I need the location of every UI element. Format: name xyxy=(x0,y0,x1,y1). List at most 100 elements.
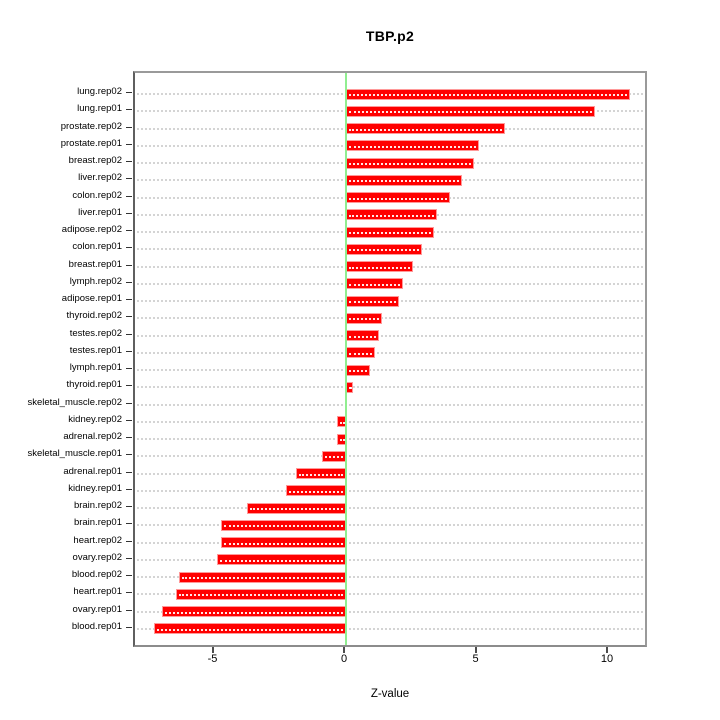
bar-adipose.rep01 xyxy=(346,295,399,307)
y-tick xyxy=(126,540,132,542)
y-tick xyxy=(126,92,132,93)
bar-skeletal_muscle.rep01 xyxy=(322,450,346,462)
bar-testes.rep01 xyxy=(346,347,375,359)
row-gridline xyxy=(137,472,643,475)
y-tick xyxy=(126,281,132,283)
row-gridline xyxy=(137,507,643,510)
row-gridline xyxy=(137,524,643,527)
row-gridline xyxy=(137,593,643,596)
row-gridline xyxy=(137,351,643,354)
y-tick xyxy=(126,264,132,266)
y-label-skeletal_muscle.rep01: skeletal_muscle.rep01 xyxy=(27,448,122,460)
y-tick xyxy=(126,109,132,111)
x-tick xyxy=(606,647,608,653)
bar-lymph.rep01 xyxy=(346,364,370,376)
bar-dotted-pattern xyxy=(339,439,343,442)
y-tick xyxy=(126,333,132,335)
bar-dotted-pattern xyxy=(288,490,343,493)
y-label-testes.rep02: testes.rep02 xyxy=(69,327,122,339)
bar-dotted-pattern xyxy=(349,352,372,355)
x-tick xyxy=(211,647,214,653)
bar-adipose.rep02 xyxy=(346,226,435,238)
y-tick xyxy=(126,195,132,197)
y-tick xyxy=(126,506,132,508)
y-label-adrenal.rep01: adrenal.rep01 xyxy=(63,465,122,477)
y-tick xyxy=(126,316,132,318)
bar-dotted-pattern xyxy=(349,94,628,96)
y-label-adrenal.rep02: adrenal.rep02 xyxy=(63,431,122,443)
y-label-lung.rep02: lung.rep02 xyxy=(77,86,122,97)
bar-dotted-pattern xyxy=(224,525,343,528)
bar-dotted-pattern xyxy=(250,508,343,511)
x-tick xyxy=(343,647,345,653)
bar-dotted-pattern xyxy=(349,318,379,321)
y-tick xyxy=(126,230,132,232)
y-label-colon.rep02: colon.rep02 xyxy=(72,189,122,201)
bar-prostate.rep02 xyxy=(346,123,506,135)
y-tick xyxy=(126,161,132,163)
row-gridline xyxy=(137,576,643,579)
bar-dotted-pattern xyxy=(299,473,343,476)
row-gridline xyxy=(137,489,643,492)
bar-colon.rep01 xyxy=(346,243,423,255)
bar-colon.rep02 xyxy=(346,192,450,204)
y-label-brain.rep01: brain.rep01 xyxy=(73,517,122,529)
y-label-breast.rep01: breast.rep01 xyxy=(68,258,122,270)
bar-dotted-pattern xyxy=(220,559,343,562)
y-tick xyxy=(126,437,132,439)
y-tick xyxy=(126,419,132,421)
y-label-liver.rep01: liver.rep01 xyxy=(78,206,122,218)
y-label-ovary.rep02: ovary.rep02 xyxy=(72,551,122,563)
bar-dotted-pattern xyxy=(339,421,343,424)
y-tick xyxy=(126,368,132,370)
bar-dotted-pattern xyxy=(349,180,459,183)
bar-dotted-pattern xyxy=(349,266,411,269)
y-label-brain.rep02: brain.rep02 xyxy=(73,500,122,512)
y-tick xyxy=(126,609,132,611)
y-label-prostate.rep02: prostate.rep02 xyxy=(60,120,122,132)
y-tick xyxy=(126,350,132,352)
y-tick xyxy=(126,143,132,145)
bar-heart.rep01 xyxy=(176,588,346,600)
bar-ovary.rep02 xyxy=(217,554,346,566)
y-label-kidney.rep01: kidney.rep01 xyxy=(68,482,122,494)
y-tick xyxy=(126,178,132,180)
x-tick xyxy=(474,647,477,653)
y-tick xyxy=(126,126,132,128)
y-label-lymph.rep01: lymph.rep01 xyxy=(69,362,122,374)
y-label-kidney.rep02: kidney.rep02 xyxy=(68,413,122,425)
row-gridline xyxy=(137,334,643,337)
y-label-ovary.rep01: ovary.rep01 xyxy=(72,603,122,615)
bar-lung.rep01 xyxy=(346,105,595,117)
row-gridline xyxy=(137,420,643,423)
bar-brain.rep01 xyxy=(221,519,346,531)
bar-dotted-pattern xyxy=(181,577,343,580)
chart-title: TBP.p2 xyxy=(365,28,415,44)
bar-testes.rep02 xyxy=(346,330,379,342)
row-gridline xyxy=(137,627,643,630)
y-tick xyxy=(126,471,132,473)
y-label-prostate.rep01: prostate.rep01 xyxy=(60,137,122,149)
y-label-blood.rep01: blood.rep01 xyxy=(71,620,122,632)
y-tick xyxy=(126,402,132,404)
bar-dotted-pattern xyxy=(179,594,343,597)
y-label-adipose.rep01: adipose.rep01 xyxy=(61,293,122,305)
bar-dotted-pattern xyxy=(349,111,592,114)
y-label-colon.rep01: colon.rep01 xyxy=(72,241,122,253)
y-label-adipose.rep02: adipose.rep02 xyxy=(61,224,122,236)
x-tick-label: 5 xyxy=(472,653,479,665)
bar-liver.rep02 xyxy=(346,174,462,186)
y-tick xyxy=(126,385,132,387)
y-tick xyxy=(126,626,132,628)
x-tick-label: 10 xyxy=(600,653,614,665)
bar-blood.rep02 xyxy=(178,571,346,583)
row-gridline xyxy=(137,386,643,389)
bar-lung.rep02 xyxy=(346,88,631,100)
row-gridline xyxy=(137,455,643,458)
plot-area xyxy=(133,71,647,647)
bar-dotted-pattern xyxy=(349,370,367,373)
bar-adrenal.rep01 xyxy=(296,468,346,480)
row-gridline xyxy=(137,541,643,544)
row-gridline xyxy=(137,403,643,406)
